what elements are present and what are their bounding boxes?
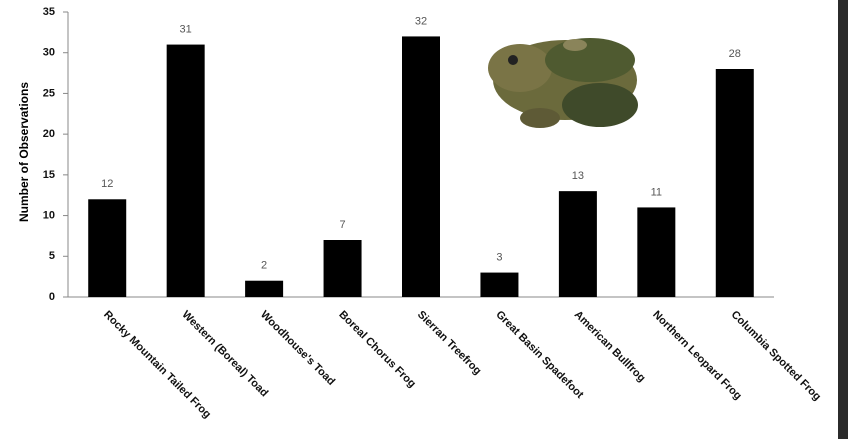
value-label: 11 bbox=[651, 186, 662, 198]
x-tick-label: Great Basin Spadefoot bbox=[493, 309, 586, 402]
bar bbox=[88, 199, 127, 297]
y-tick-label: 25 bbox=[43, 87, 55, 99]
y-tick-label: 0 bbox=[49, 291, 55, 303]
x-tick-label: Sierran Treefrog bbox=[415, 309, 484, 378]
bar bbox=[166, 44, 205, 298]
y-axis-label: Number of Observations bbox=[17, 82, 31, 222]
value-label: 13 bbox=[572, 170, 584, 182]
x-tick-label: Woodhouse's Toad bbox=[258, 309, 337, 388]
value-label: 28 bbox=[729, 48, 741, 60]
y-tick-label: 15 bbox=[43, 169, 55, 181]
y-tick-label: 5 bbox=[49, 250, 55, 262]
bar bbox=[402, 36, 440, 298]
x-tick-label: American Bullfrog bbox=[572, 309, 648, 385]
y-tick-label: 10 bbox=[43, 209, 55, 221]
x-tick-label: Columbia Spotted Frog bbox=[729, 309, 823, 403]
value-label: 12 bbox=[101, 178, 113, 190]
y-tick-label: 35 bbox=[43, 6, 55, 18]
x-tick-label: Boreal Chorus Frog bbox=[336, 309, 418, 391]
bar bbox=[480, 272, 519, 297]
bar bbox=[323, 240, 362, 297]
value-label: 3 bbox=[496, 251, 502, 263]
x-tick-label: Western (Boreal) Toad bbox=[180, 309, 271, 400]
y-tick-label: 30 bbox=[43, 47, 55, 59]
frog-illustration bbox=[488, 38, 638, 128]
value-label: 32 bbox=[415, 15, 427, 27]
bar bbox=[245, 280, 284, 297]
bar bbox=[558, 191, 597, 297]
value-label: 2 bbox=[261, 260, 267, 272]
bar bbox=[637, 207, 676, 297]
value-label: 31 bbox=[180, 23, 192, 35]
y-tick-label: 20 bbox=[43, 128, 55, 140]
window-edge bbox=[838, 0, 848, 439]
value-label: 7 bbox=[339, 219, 345, 231]
bar bbox=[715, 69, 754, 297]
x-tick-label: Northern Leopard Frog bbox=[650, 309, 744, 403]
